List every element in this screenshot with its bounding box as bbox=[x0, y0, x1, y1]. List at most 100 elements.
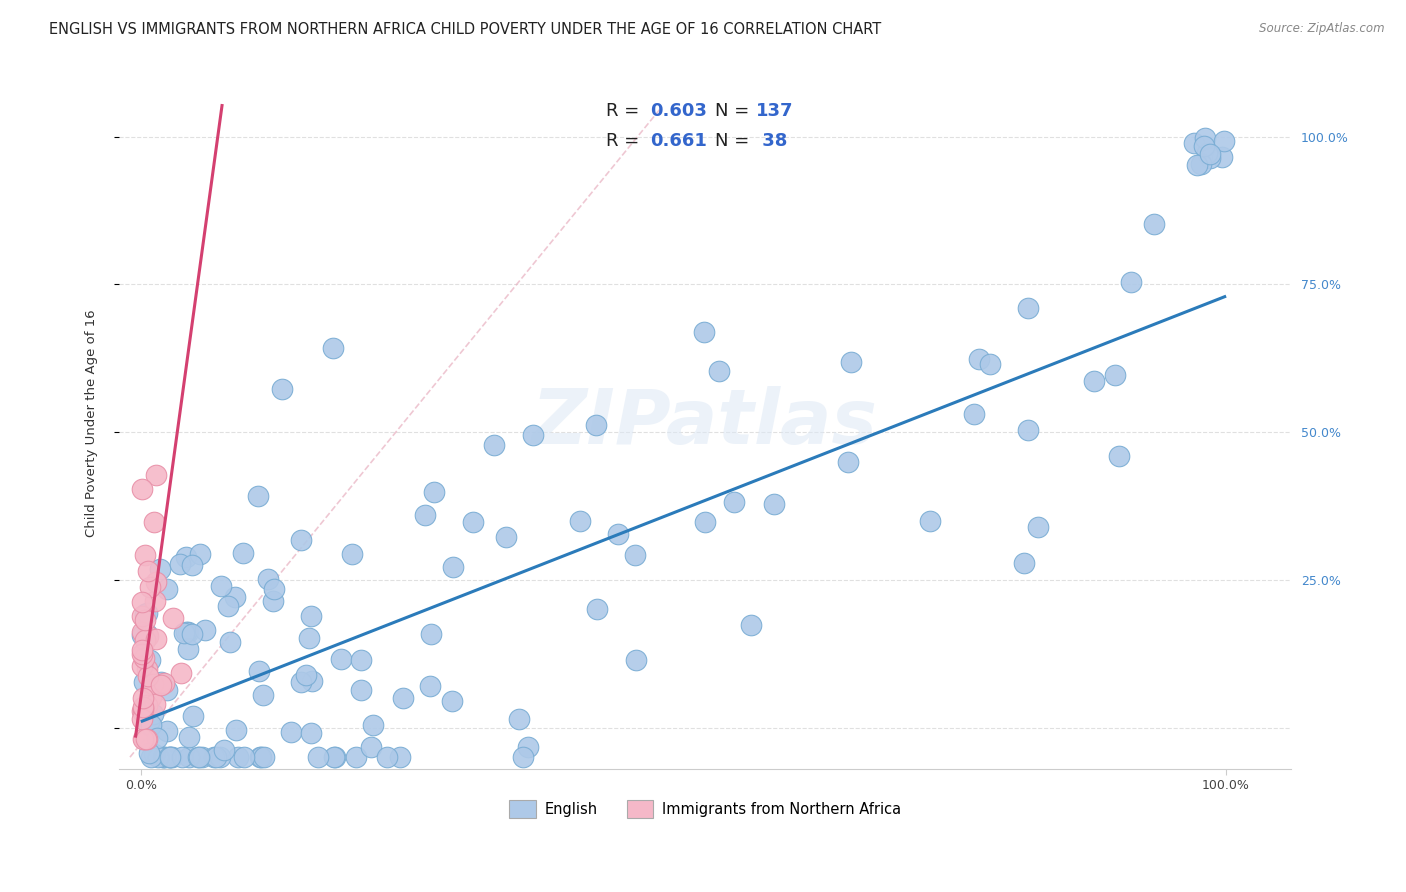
Point bbox=[307, 750, 329, 764]
Point bbox=[226, 750, 249, 764]
Point bbox=[262, 594, 284, 608]
Text: R =: R = bbox=[606, 132, 644, 150]
Point bbox=[131, 595, 153, 609]
Point bbox=[170, 666, 193, 681]
Point bbox=[1108, 450, 1130, 464]
Point bbox=[232, 546, 254, 560]
Point bbox=[1017, 423, 1039, 437]
Point bbox=[1083, 374, 1105, 388]
Point bbox=[131, 483, 153, 497]
Point bbox=[188, 547, 211, 561]
Point bbox=[205, 750, 228, 764]
Point bbox=[299, 725, 322, 739]
Point bbox=[142, 676, 165, 690]
Point bbox=[143, 747, 166, 761]
Point bbox=[139, 690, 162, 704]
Point bbox=[160, 750, 183, 764]
Point bbox=[246, 489, 269, 503]
Point bbox=[607, 527, 630, 541]
Point bbox=[145, 632, 167, 646]
Point bbox=[495, 530, 517, 544]
Point bbox=[482, 437, 505, 451]
Point bbox=[169, 558, 191, 572]
Point bbox=[1192, 138, 1215, 153]
Point bbox=[413, 508, 436, 523]
Point bbox=[1211, 150, 1233, 164]
Point bbox=[134, 548, 156, 562]
Point bbox=[224, 590, 246, 604]
Point bbox=[191, 750, 214, 764]
Point bbox=[508, 712, 530, 726]
Point bbox=[1028, 520, 1050, 534]
Point bbox=[330, 652, 353, 666]
Point bbox=[1199, 147, 1222, 161]
Point bbox=[218, 635, 240, 649]
Point bbox=[181, 558, 204, 572]
Text: ENGLISH VS IMMIGRANTS FROM NORTHERN AFRICA CHILD POVERTY UNDER THE AGE OF 16 COR: ENGLISH VS IMMIGRANTS FROM NORTHERN AFRI… bbox=[49, 22, 882, 37]
Point bbox=[1189, 157, 1212, 171]
Point bbox=[139, 718, 162, 732]
Point bbox=[257, 572, 280, 586]
Point bbox=[1187, 158, 1209, 172]
Point bbox=[145, 697, 167, 711]
Point bbox=[173, 626, 195, 640]
Point bbox=[153, 750, 176, 764]
Point bbox=[136, 698, 159, 713]
Point bbox=[170, 750, 193, 764]
Point bbox=[920, 514, 942, 528]
Point bbox=[132, 732, 155, 747]
Point bbox=[253, 750, 276, 764]
Text: N =: N = bbox=[714, 132, 755, 150]
Point bbox=[322, 341, 344, 355]
Point bbox=[1213, 135, 1236, 149]
Point bbox=[135, 606, 157, 620]
Point bbox=[131, 628, 153, 642]
Point bbox=[295, 667, 318, 681]
Point bbox=[132, 651, 155, 665]
Point bbox=[187, 750, 209, 764]
Point bbox=[136, 564, 159, 578]
Point bbox=[443, 559, 465, 574]
Point bbox=[290, 675, 312, 690]
Y-axis label: Child Poverty Under the Age of 16: Child Poverty Under the Age of 16 bbox=[86, 310, 98, 537]
Point bbox=[963, 407, 986, 421]
Point bbox=[138, 717, 160, 731]
Point bbox=[297, 631, 319, 645]
Point bbox=[156, 723, 179, 738]
Point bbox=[156, 582, 179, 597]
Point bbox=[142, 515, 165, 529]
Text: ZIPatlas: ZIPatlas bbox=[533, 386, 879, 460]
Point bbox=[360, 739, 382, 754]
Point bbox=[152, 750, 174, 764]
Point bbox=[344, 750, 367, 764]
Point bbox=[624, 653, 647, 667]
Text: Source: ZipAtlas.com: Source: ZipAtlas.com bbox=[1260, 22, 1385, 36]
Point bbox=[146, 750, 169, 764]
Point bbox=[187, 750, 209, 764]
Point bbox=[134, 632, 156, 647]
Point bbox=[624, 548, 647, 562]
Point bbox=[568, 514, 591, 528]
Text: N =: N = bbox=[714, 102, 755, 120]
Point bbox=[204, 750, 226, 764]
Point bbox=[1017, 301, 1039, 316]
Point bbox=[179, 730, 201, 744]
Text: 0.603: 0.603 bbox=[650, 102, 707, 120]
Point bbox=[181, 626, 204, 640]
Text: 38: 38 bbox=[755, 132, 787, 150]
Point bbox=[740, 617, 762, 632]
Point bbox=[388, 750, 411, 764]
Point bbox=[271, 382, 294, 396]
Point bbox=[837, 454, 859, 468]
Point bbox=[132, 699, 155, 714]
Point bbox=[290, 533, 312, 547]
Point bbox=[1197, 146, 1219, 161]
Point bbox=[131, 647, 153, 661]
Point bbox=[249, 664, 271, 678]
Point bbox=[299, 608, 322, 623]
Point bbox=[232, 750, 254, 764]
Point bbox=[350, 682, 373, 697]
Point bbox=[512, 750, 534, 764]
Point bbox=[174, 625, 197, 640]
Point bbox=[249, 750, 271, 764]
